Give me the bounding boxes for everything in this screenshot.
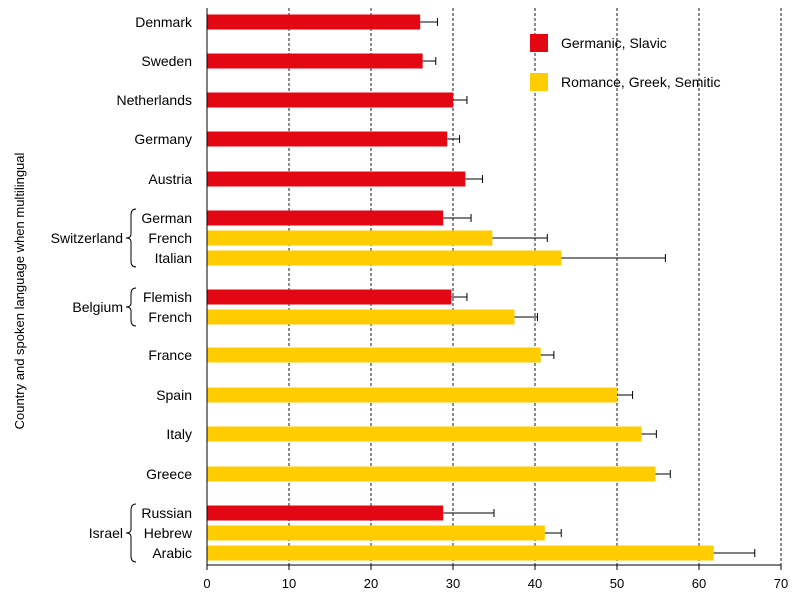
bar [207,426,642,442]
legend: Germanic, Slavic Romance, Greek, Semitic [530,34,721,91]
legend-label: Germanic, Slavic [561,35,667,51]
x-tick-label: 30 [446,576,460,591]
bar [207,92,453,108]
bars [207,14,714,561]
group-label: Belgium [72,299,123,315]
category-label: Flemish [143,289,192,305]
bar [207,525,545,541]
category-label: Arabic [152,545,192,561]
bar [207,347,541,363]
category-labels: Denmark Sweden Netherlands Germany Austria Ge… [117,14,193,561]
category-label: French [148,309,192,325]
group-brace [125,503,137,563]
legend-swatch [530,34,548,52]
axes: 0 10 20 30 40 50 60 70 [203,8,788,591]
legend-swatch [530,73,548,91]
group-label: Switzerland [51,230,123,246]
category-label: Italy [166,426,192,442]
group-brace [125,208,137,268]
category-label: Greece [146,466,192,482]
category-label: Sweden [141,53,192,69]
bar [207,171,466,187]
category-label: Austria [148,171,192,187]
category-label: French [148,230,192,246]
bar [207,505,444,521]
group-brace [125,287,137,327]
bar [207,210,444,226]
category-label: German [141,210,192,226]
error-bars [420,18,756,557]
category-label: France [148,347,192,363]
bar [207,466,656,482]
category-label: Denmark [135,14,193,30]
bar [207,250,562,266]
bar [207,53,423,69]
x-tick-label: 40 [528,576,542,591]
x-tick-label: 0 [203,576,210,591]
legend-label: Romance, Greek, Semitic [561,74,721,90]
category-label: Germany [134,131,192,147]
category-label: Netherlands [117,92,193,108]
x-tick-label: 50 [610,576,624,591]
x-tick-label: 60 [692,576,706,591]
bar [207,289,452,305]
bar [207,230,493,246]
category-label: Russian [141,505,192,521]
bar [207,545,714,561]
bar [207,387,617,403]
group-label: Israel [89,525,123,541]
category-label: Spain [156,387,192,403]
bar [207,14,421,30]
group-labels: Switzerland Belgium Israel [51,208,137,563]
bar [207,131,448,147]
category-label: Italian [155,250,192,266]
y-axis-label: Country and spoken language when multili… [12,152,27,429]
x-tick-label: 70 [774,576,788,591]
bar [207,309,515,325]
x-tick-label: 20 [364,576,378,591]
category-label: Hebrew [144,525,193,541]
x-tick-label: 10 [282,576,296,591]
